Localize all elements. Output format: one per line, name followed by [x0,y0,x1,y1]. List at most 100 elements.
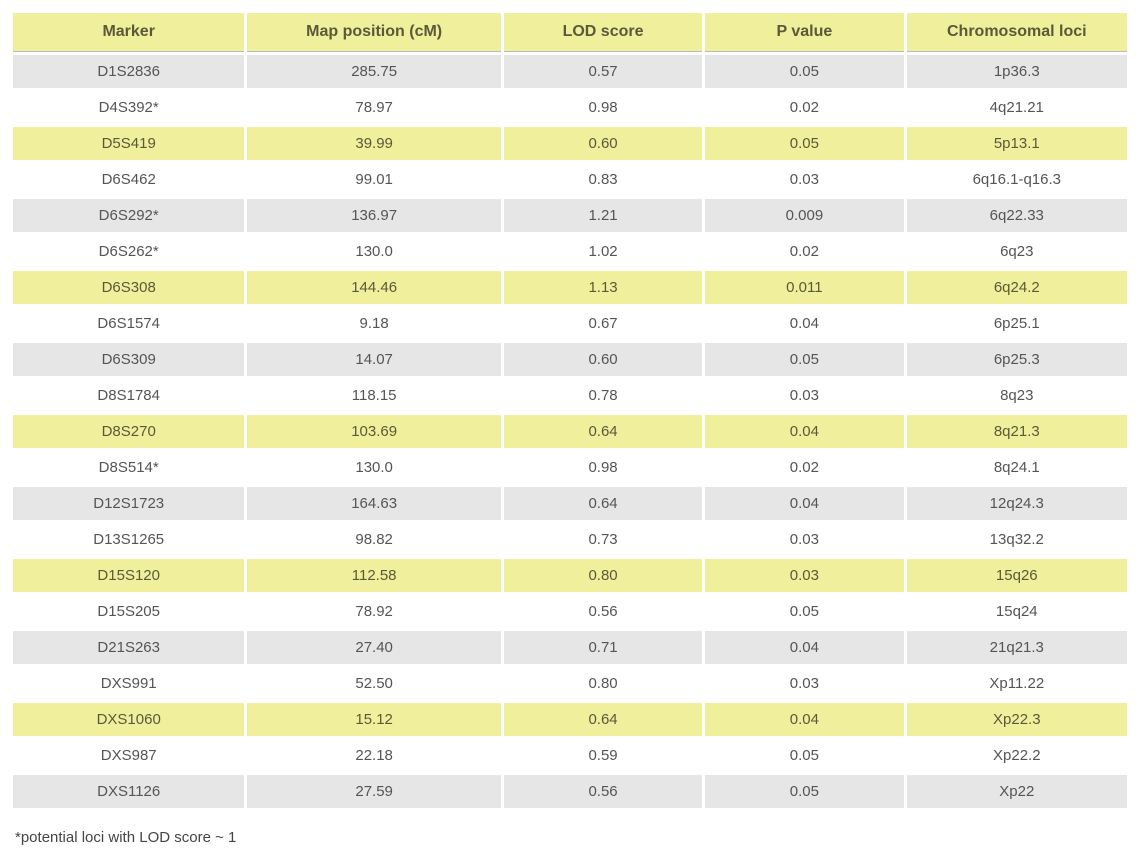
table-cell: 0.05 [705,739,903,772]
table-cell: Xp22.2 [907,739,1127,772]
col-header-lod-score: LOD score [504,13,702,52]
table-cell: 8q24.1 [907,451,1127,484]
table-row: D1S2836285.750.570.051p36.3 [13,55,1127,88]
table-cell: DXS1126 [13,775,244,808]
table-cell: 39.99 [247,127,500,160]
table-row: DXS98722.180.590.05Xp22.2 [13,739,1127,772]
table-cell: 21q21.3 [907,631,1127,664]
table-cell: 0.02 [705,451,903,484]
table-row: DXS99152.500.800.03Xp11.22 [13,667,1127,700]
table-cell: 136.97 [247,199,500,232]
table-cell: 0.98 [504,91,702,124]
table-cell: D6S309 [13,343,244,376]
table-row: D8S270103.690.640.048q21.3 [13,415,1127,448]
table-cell: D13S1265 [13,523,244,556]
table-row: D6S46299.010.830.036q16.1-q16.3 [13,163,1127,196]
table-cell: 15q24 [907,595,1127,628]
table-cell: 8q23 [907,379,1127,412]
table-cell: 0.05 [705,595,903,628]
table-cell: 0.57 [504,55,702,88]
table-cell: 98.82 [247,523,500,556]
table-cell: DXS1060 [13,703,244,736]
table-cell: 27.40 [247,631,500,664]
table-cell: 22.18 [247,739,500,772]
table-cell: D6S462 [13,163,244,196]
table-cell: D8S270 [13,415,244,448]
table-cell: 0.78 [504,379,702,412]
table-cell: 5p13.1 [907,127,1127,160]
table-cell: D8S514* [13,451,244,484]
table-body: D1S2836285.750.570.051p36.3D4S392*78.970… [13,55,1127,808]
table-cell: 0.03 [705,559,903,592]
table-header-row: Marker Map position (cM) LOD score P val… [13,13,1127,52]
table-cell: 0.03 [705,163,903,196]
table-cell: Xp22.3 [907,703,1127,736]
table-cell: 112.58 [247,559,500,592]
table-cell: D6S292* [13,199,244,232]
table-cell: D6S262* [13,235,244,268]
table-cell: 1.13 [504,271,702,304]
table-cell: 9.18 [247,307,500,340]
table-row: D4S392*78.970.980.024q21.21 [13,91,1127,124]
table-cell: 0.67 [504,307,702,340]
table-cell: 0.04 [705,703,903,736]
table-cell: 130.0 [247,235,500,268]
table-cell: D8S1784 [13,379,244,412]
table-cell: 99.01 [247,163,500,196]
table-row: D15S120112.580.800.0315q26 [13,559,1127,592]
table-cell: 103.69 [247,415,500,448]
table-cell: 0.05 [705,343,903,376]
table-cell: 52.50 [247,667,500,700]
table-cell: 0.56 [504,775,702,808]
table-row: D15S20578.920.560.0515q24 [13,595,1127,628]
table-cell: 27.59 [247,775,500,808]
table-cell: 0.04 [705,307,903,340]
table-cell: 0.64 [504,487,702,520]
table-cell: 0.59 [504,739,702,772]
table-cell: 6p25.3 [907,343,1127,376]
table-cell: 0.64 [504,415,702,448]
table-row: DXS112627.590.560.05Xp22 [13,775,1127,808]
marker-table: Marker Map position (cM) LOD score P val… [10,10,1130,811]
table-cell: 6q16.1-q16.3 [907,163,1127,196]
table-cell: 144.46 [247,271,500,304]
table-cell: D15S120 [13,559,244,592]
table-cell: 0.71 [504,631,702,664]
table-cell: 0.98 [504,451,702,484]
table-cell: 15q26 [907,559,1127,592]
table-cell: D12S1723 [13,487,244,520]
table-cell: 78.97 [247,91,500,124]
table-cell: 0.73 [504,523,702,556]
table-row: D12S1723164.630.640.0412q24.3 [13,487,1127,520]
col-header-marker: Marker [13,13,244,52]
table-cell: 0.64 [504,703,702,736]
table-row: D5S41939.990.600.055p13.1 [13,127,1127,160]
table-cell: 130.0 [247,451,500,484]
table-row: D6S262*130.01.020.026q23 [13,235,1127,268]
table-cell: D6S1574 [13,307,244,340]
table-cell: 164.63 [247,487,500,520]
table-row: D21S26327.400.710.0421q21.3 [13,631,1127,664]
table-cell: D6S308 [13,271,244,304]
table-row: D6S15749.180.670.046p25.1 [13,307,1127,340]
table-row: DXS106015.120.640.04Xp22.3 [13,703,1127,736]
table-row: D8S514*130.00.980.028q24.1 [13,451,1127,484]
table-cell: DXS991 [13,667,244,700]
table-cell: Xp11.22 [907,667,1127,700]
table-cell: 1.21 [504,199,702,232]
table-cell: 6q24.2 [907,271,1127,304]
table-cell: 78.92 [247,595,500,628]
table-cell: 0.04 [705,487,903,520]
table-cell: D1S2836 [13,55,244,88]
table-cell: D5S419 [13,127,244,160]
table-cell: DXS987 [13,739,244,772]
table-cell: 285.75 [247,55,500,88]
table-row: D6S30914.070.600.056p25.3 [13,343,1127,376]
col-header-map-position: Map position (cM) [247,13,500,52]
table-cell: 0.04 [705,415,903,448]
table-row: D6S308144.461.130.0116q24.2 [13,271,1127,304]
table-cell: 0.02 [705,91,903,124]
table-cell: 0.60 [504,343,702,376]
table-cell: 14.07 [247,343,500,376]
table-cell: 0.009 [705,199,903,232]
